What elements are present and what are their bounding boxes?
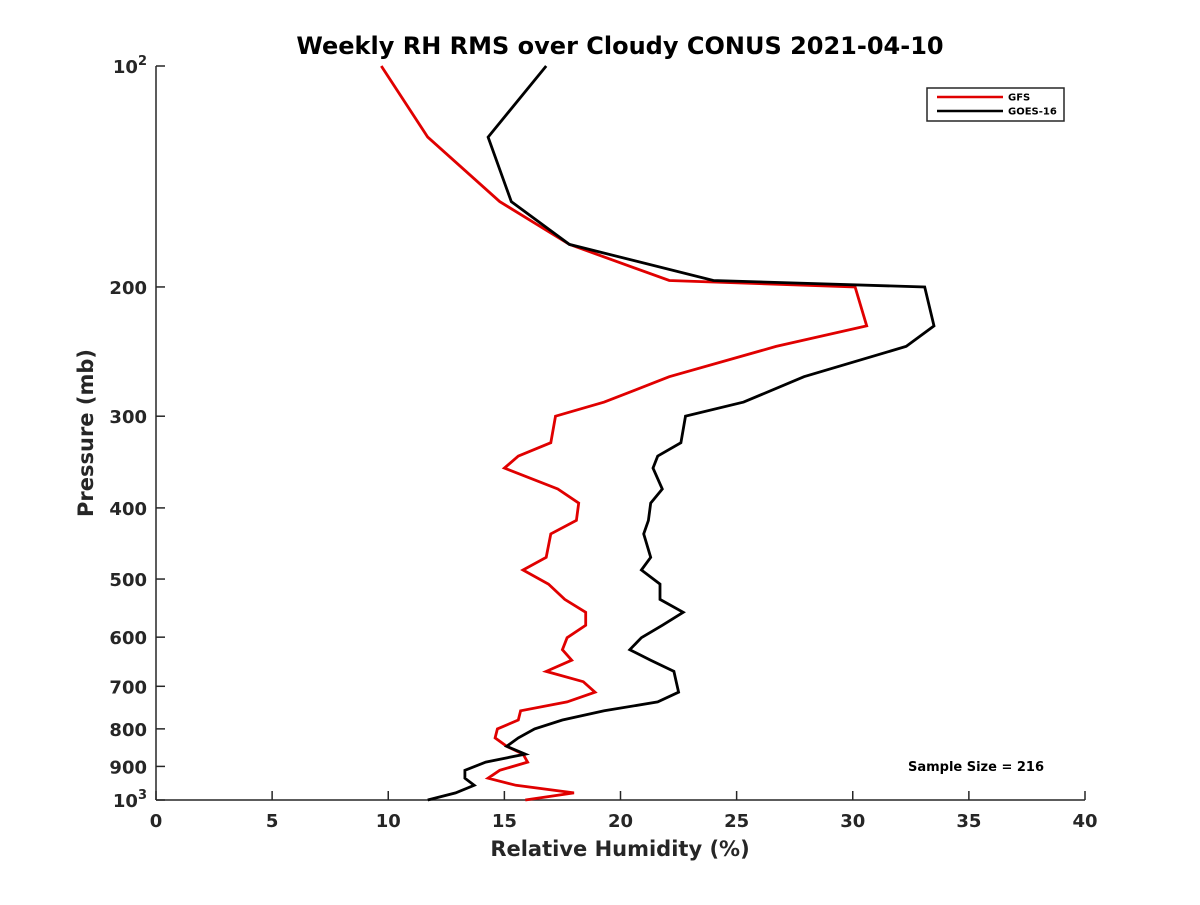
legend-label: GFS [1008, 93, 1030, 104]
y-tick-label: 700 [109, 677, 147, 698]
legend-box [926, 87, 1065, 122]
y-tick-label: 200 [109, 278, 147, 299]
series-layer [380, 65, 936, 802]
legend-items: GFS GOES-16 [937, 93, 1057, 118]
x-tick-label: 0 [150, 811, 163, 832]
y-tick-label: 103 [113, 788, 147, 812]
x-tick-label: 20 [608, 811, 633, 832]
y-tick-label: 102 [113, 54, 147, 78]
chart-title: Weekly RH RMS over Cloudy CONUS 2021-04-… [296, 32, 943, 60]
y-axis-title: Pressure (mb) [74, 349, 98, 517]
y-tick-label: 400 [109, 499, 147, 520]
x-tick-label: 10 [376, 811, 401, 832]
y-tick-label: 300 [109, 407, 147, 428]
axes-layer: 0 5 10 15 20 25 30 35 40 102 200 300 400 500 600 700 800… [109, 54, 1097, 832]
x-tick-label: 15 [492, 811, 517, 832]
y-tick-label: 900 [109, 757, 147, 778]
x-tick-label: 30 [840, 811, 865, 832]
x-tick-label: 35 [956, 811, 981, 832]
series-line-gfs [380, 65, 869, 802]
x-tick-label: 5 [266, 811, 279, 832]
y-tick-label: 800 [109, 720, 147, 741]
y-tick-label: 600 [109, 628, 147, 649]
series-line-goes-16 [427, 65, 936, 802]
x-tick-label: 25 [724, 811, 749, 832]
legend-label: GOES-16 [1008, 107, 1057, 118]
y-tick-label: 500 [109, 570, 147, 591]
x-tick-label: 40 [1072, 811, 1097, 832]
sample-size-annotation: Sample Size = 216 [908, 760, 1044, 775]
legend: GFS GOES-16 [926, 87, 1065, 122]
x-axis-title: Relative Humidity (%) [490, 837, 749, 861]
